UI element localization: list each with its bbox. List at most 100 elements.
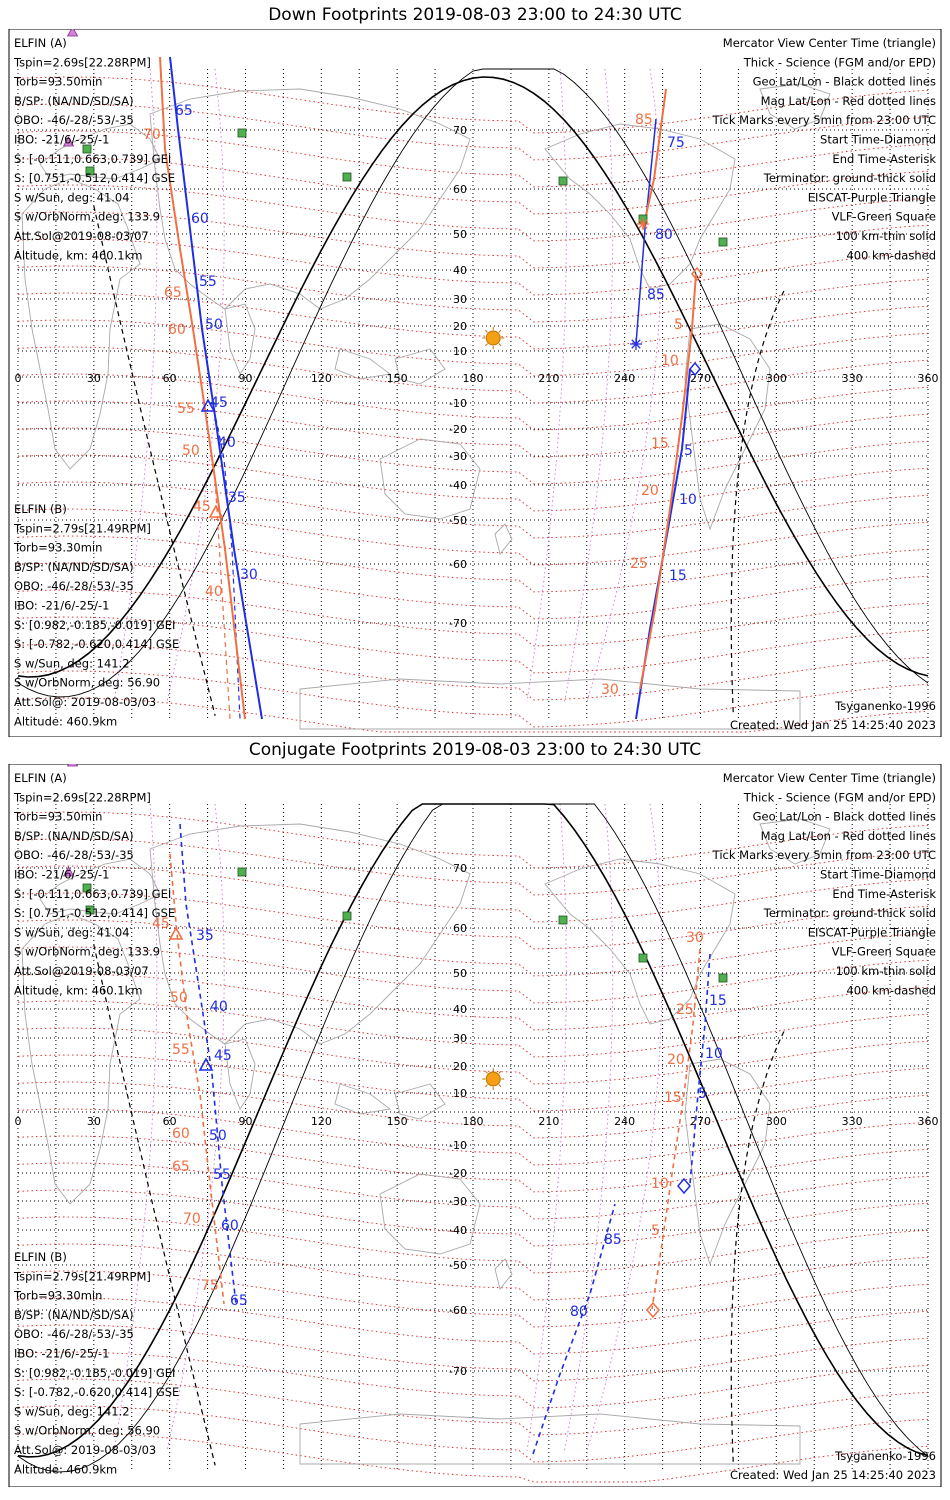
legend-line: Tick Marks every 5min from 23:00 UTC [712,848,936,862]
axis-ticks: 0 30 60 90 120 150 180 210 240 270 300 330 360 70 60 50… [15,862,939,1378]
lat-tick-label: 70 [453,862,467,875]
lat-tick-label: -30 [449,450,467,463]
coast-outline [39,123,161,180]
lon-tick-label: 300 [766,372,787,385]
terminator-400km-left [93,944,216,1466]
lat-tick-label: -10 [449,1139,467,1152]
lon-tick-label: 300 [766,1115,787,1128]
elfin-b-heading: ELFIN (B) [14,1250,67,1264]
coastline [21,83,831,730]
elfin-b-time-label: 20 [641,483,659,499]
elfin-a-time-label: 30 [240,567,258,583]
elfin-a-info-line: S w/OrbNorm, deg: 133.9 [14,945,160,959]
lat-tick-label: 20 [453,1060,467,1073]
lat-tick-label: -30 [449,1195,467,1208]
lat-tick-label: -20 [449,423,467,436]
elfin-b-info-line: S: [-0.782,-0.620,0.414] GSE [14,1385,179,1399]
legend-line: Tick Marks every 5min from 23:00 UTC [712,113,936,127]
elfin-b-info-line: IBO: -21/6/-25/-1 [14,599,109,613]
elfin-b-time-label: 20 [667,1052,685,1068]
elfin-a-track-east [532,1203,616,1455]
sun-ray [485,1084,488,1088]
lat-tick-label: 50 [453,967,467,980]
elfin-b-info-line: S w/Sun, deg: 141.2 [14,1404,130,1418]
elfin-b-track [169,853,225,1305]
panel-title-down: Down Footprints 2019-08-03 23:00 to 24:3… [268,5,682,25]
elfin-a-time-label: 35 [196,928,214,944]
legend-line: Mercator View Center Time (triangle) [723,771,936,785]
elfin-a-info-line: S w/OrbNorm, deg: 133.9 [14,210,160,224]
elfin-b-time-label: 25 [676,1002,694,1018]
lat-tick-label: -50 [449,514,467,527]
elfin-a-time-label: 85 [604,1232,622,1248]
elfin-b-start-diamond-icon [691,266,703,282]
elfin-a-info-line: S w/Sun, deg: 41.04 [14,925,130,939]
elfin-a-info-line: Tspin=2.69s[22.28RPM] [13,790,151,804]
lat-tick-label: 20 [453,320,467,333]
legend-line: Mercator View Center Time (triangle) [723,36,936,50]
elfin-b-info-line: B/SP: (NA/ND/SD/SA) [14,560,134,574]
elfin-b-time-label: 55 [172,1042,190,1058]
terminator-100km [17,803,929,1473]
lat-tick-label: -70 [449,1365,467,1378]
conjugate-footprints-map: 0 30 60 90 120 150 180 210 240 270 300 330 360 70 60 50… [8,764,942,1487]
coast-outline [224,1038,256,1110]
elfin-a-info-line: OBO: -46/-28/-53/-35 [14,848,134,862]
elfin-a-time-label: 40 [218,435,236,451]
elfin-b-heading: ELFIN (B) [14,502,67,516]
elfin-a-time-label: 80 [570,1304,588,1320]
tracks: 65 60 55 50 45 40 35 30 75 80 85 5 10 15 70 65 60 55 50 45 4… [143,56,697,720]
elfin-b-info-line: OBO: -46/-28/-53/-35 [14,1327,134,1341]
legend-line: Terminator: ground-thick solid [763,906,936,920]
elfin-a-time-label: 65 [230,1293,248,1309]
lat-tick-label: -40 [449,1224,467,1237]
info-text: ELFIN (A) Tspin=2.69s[22.28RPM] Torb=93.50… [13,36,936,732]
mag-lon-curve [166,68,225,702]
lon-tick-label: 120 [311,1115,332,1128]
elfin-a-time-label: 75 [667,135,685,151]
elfin-a-time-label: 10 [679,492,697,508]
legend-line: VLF-Green Square [832,210,936,224]
vlf-station-icon [85,905,95,915]
coast-outline [544,858,736,1025]
elfin-a-time-label: 45 [214,1048,232,1064]
eiscat-triangle-icon [62,136,75,147]
elfin-b-time-label: 10 [661,353,679,369]
created-timestamp: Created: Wed Jan 25 14:25:40 2023 [730,1468,936,1482]
elfin-a-track [179,823,237,1305]
lon-tick-label: 330 [842,372,863,385]
coast-outline [21,178,141,470]
coast-outline [494,523,513,555]
lat-tick-label: 40 [453,264,467,277]
elfin-b-info-line: IBO: -21/6/-25/-1 [14,1347,109,1361]
sun-icon [485,330,501,346]
coast-outline [299,1413,801,1465]
elfin-a-start-diamond-icon [677,1177,691,1195]
terminator-400km-right [730,1031,785,1466]
vlf-station-icon [237,867,247,877]
coast-outline [299,678,801,730]
map-frame [8,764,942,1487]
elfin-a-info-line: Torb=93.50min [13,810,102,824]
coast-outline [684,1058,771,1266]
terminator-400km-left [93,205,216,716]
vlf-station-icon [638,953,648,963]
elfin-b-center-triangle-icon [168,926,184,940]
lon-tick-label: 0 [15,372,22,385]
lon-tick-label: 360 [918,372,939,385]
elfin-b-info-line: Torb=93.30min [13,1289,102,1303]
elfin-a-info-line: Tspin=2.69s[22.28RPM] [13,55,151,69]
elfin-a-info-line: Altitude, km: 460.1km [14,248,142,262]
info-text: ELFIN (A) Tspin=2.69s[22.28RPM] Torb=93.50… [13,771,936,1482]
geo-grid [17,804,929,1469]
elfin-b-info-line: Att.Sol@: 2019-08-03/03 [14,695,156,709]
elfin-a-time-label: 15 [669,568,687,584]
elfin-a-info-line: B/SP: (NA/ND/SD/SA) [14,94,134,108]
lon-tick-label: 210 [538,372,559,385]
terminator-100km [17,68,929,698]
elfin-a-center-triangle-icon [198,1057,214,1071]
elfin-a-info-line: B/SP: (NA/ND/SD/SA) [14,829,134,843]
lat-tick-label: 50 [453,228,467,241]
mag-grid [17,68,929,733]
vlf-station-icon [342,911,352,921]
